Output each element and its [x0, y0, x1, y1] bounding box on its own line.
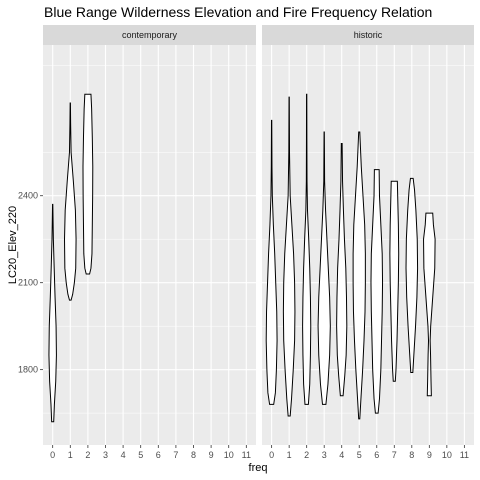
y-axis-title: LC20_Elev_220 — [7, 206, 19, 284]
x-ticks-historic: 0 1 2 3 4 5 6 7 8 9 10 11 — [269, 445, 469, 460]
x-tick-label: 1 — [287, 450, 292, 460]
x-tick-label: 0 — [50, 450, 55, 460]
y-tick-label: 2400 — [18, 191, 38, 201]
strip-contemporary — [43, 25, 256, 45]
y-axis-ticks: 1800 2100 2400 — [18, 191, 43, 375]
x-tick-label: 1 — [68, 450, 73, 460]
x-tick-label: 3 — [322, 450, 327, 460]
x-tick-label: 2 — [85, 450, 90, 460]
x-tick-label: 0 — [269, 450, 274, 460]
violin-historic-freq-6 — [370, 169, 384, 414]
panel-contemporary — [43, 45, 256, 445]
x-axis-title: freq — [249, 462, 268, 474]
violin-historic-freq-8 — [405, 177, 419, 374]
panel-historic — [262, 45, 474, 445]
x-tick-label: 6 — [374, 450, 379, 460]
violin-historic-freq-2 — [302, 93, 312, 405]
strip-historic — [262, 25, 474, 45]
violin-historic-freq-4 — [336, 143, 348, 397]
x-tick-label: 5 — [357, 450, 362, 460]
violin-contemporary-freq-2 — [82, 93, 94, 275]
y-tick-label: 2100 — [18, 278, 38, 288]
violins-historic — [265, 93, 436, 420]
violin-historic-freq-1 — [282, 96, 296, 417]
x-ticks-contemporary: 0 1 2 3 4 5 6 7 8 9 10 11 — [50, 445, 251, 460]
y-tick-label: 1800 — [18, 365, 38, 375]
x-tick-label: 10 — [442, 450, 452, 460]
x-tick-label: 4 — [339, 450, 344, 460]
x-tick-label: 9 — [427, 450, 432, 460]
strip-label-contemporary: contemporary — [122, 30, 178, 40]
violin-historic-freq-0 — [265, 119, 278, 405]
violin-historic-freq-3 — [317, 131, 331, 405]
x-tick-label: 8 — [191, 450, 196, 460]
violin-historic-freq-5 — [352, 131, 366, 420]
violin-historic-freq-7 — [389, 180, 400, 382]
x-tick-label: 6 — [156, 450, 161, 460]
violin-contemporary-freq-1 — [64, 102, 77, 301]
violin-historic-freq-9 — [423, 212, 436, 397]
x-tick-label: 5 — [138, 450, 143, 460]
x-tick-label: 10 — [224, 450, 234, 460]
x-tick-label: 11 — [242, 450, 251, 460]
x-tick-label: 9 — [209, 450, 214, 460]
strip-label-historic: historic — [354, 30, 383, 40]
x-tick-label: 4 — [121, 450, 126, 460]
x-tick-label: 11 — [460, 450, 469, 460]
chart-title: Blue Range Wilderness Elevation and Fire… — [44, 4, 432, 20]
x-tick-label: 8 — [409, 450, 414, 460]
violin-contemporary-freq-0 — [48, 203, 57, 423]
x-tick-label: 7 — [392, 450, 397, 460]
x-tick-label: 7 — [173, 450, 178, 460]
violins-contemporary — [48, 93, 94, 423]
x-tick-label: 3 — [103, 450, 108, 460]
x-tick-label: 2 — [304, 450, 309, 460]
